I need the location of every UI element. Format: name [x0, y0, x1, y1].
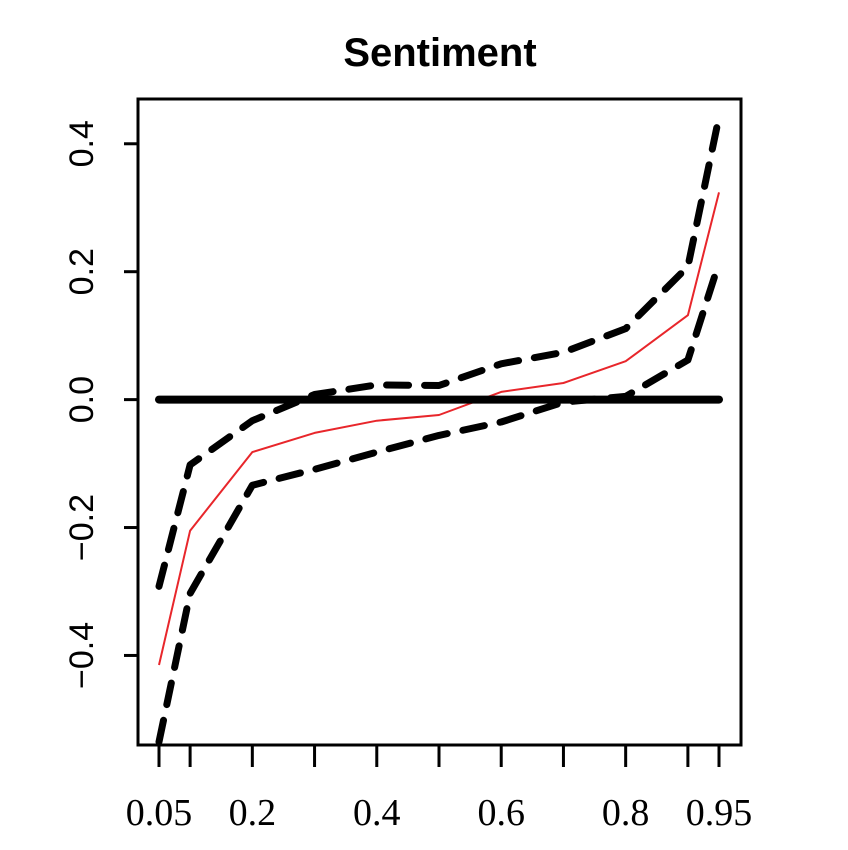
chart-title: Sentiment [343, 31, 536, 75]
x-axis: 0.05 0.2 0.4 0.6 0.8 0.95 [126, 743, 753, 834]
y-axis: −0.4 −0.2 0.0 0.2 0.4 [63, 120, 138, 689]
x-tick-label: 0.4 [353, 792, 401, 834]
series-upper-bound-line [155, 113, 723, 590]
series-layer [155, 113, 723, 746]
x-tick-label: 0.6 [477, 792, 525, 834]
y-tick-label: 0.4 [63, 120, 101, 167]
series-lower-bound-line [155, 259, 723, 746]
y-tick-label: 0.2 [63, 248, 101, 295]
y-tick-label: 0.0 [63, 376, 101, 423]
series-estimate-line [158, 192, 720, 666]
y-tick-label: −0.2 [63, 494, 101, 561]
plot-frame [136, 97, 743, 747]
y-tick-label: −0.4 [63, 622, 101, 689]
x-tick-label: 0.2 [229, 792, 277, 834]
x-tick-label: 0.05 [126, 792, 193, 834]
x-tick-label: 0.8 [602, 792, 650, 834]
x-tick-label: 0.95 [686, 792, 753, 834]
